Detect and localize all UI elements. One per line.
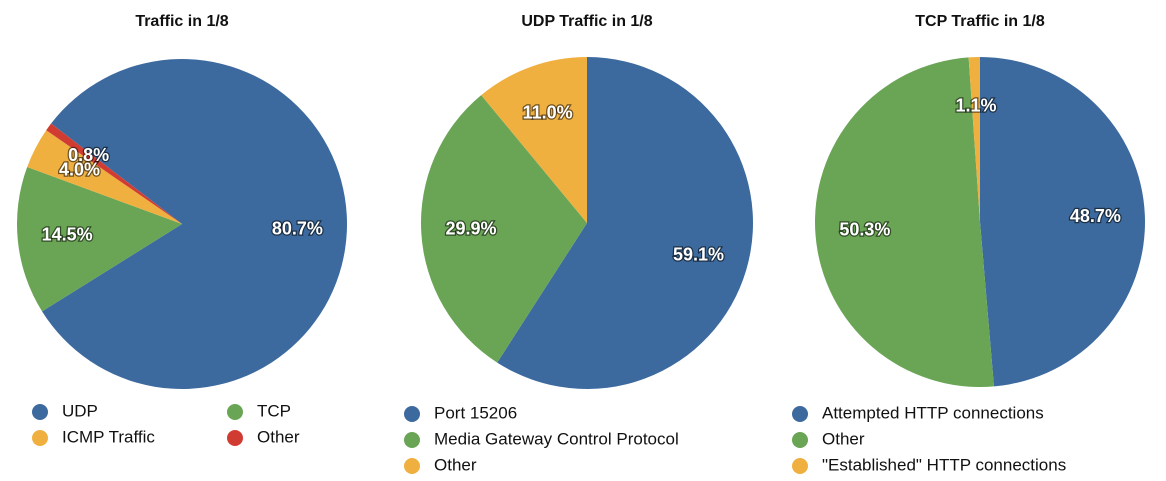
slice-label: 1.1% [955,95,996,115]
pie-slice [481,57,587,223]
legend-swatch [32,430,48,446]
legend-label: ICMP Traffic [62,427,155,446]
legend-label: Media Gateway Control Protocol [434,429,679,448]
slice-label: 59.1% [673,245,724,265]
pie-slice [420,95,587,363]
legend-label: Other [434,455,477,474]
legend-swatch [792,406,808,422]
legend-label: Attempted HTTP connections [822,403,1044,422]
chart-title: Traffic in 1/8 [135,13,228,30]
slice-label: 14.5% [42,225,93,245]
slice-label: 11.0% [523,102,573,122]
legend-label: TCP [257,401,291,420]
legend-swatch [404,458,420,474]
pie-slice [968,57,980,222]
legend-label: UDP [62,401,98,420]
pie-slice [814,57,994,388]
legend-label: "Established" HTTP connections [822,455,1066,474]
slice-label: 4.0% [59,160,100,180]
legend-swatch [227,404,243,420]
pie-slice [42,58,348,390]
pie-slice [16,166,182,312]
legend-label: Other [822,429,865,448]
legend-swatch [404,432,420,448]
pie-slice [27,130,182,224]
legend-swatch [227,430,243,446]
legend-swatch [792,432,808,448]
legend-label: Port 15206 [434,403,517,422]
slice-label: 48.7% [1070,206,1121,226]
legend-label: Other [257,427,300,446]
chart-title: TCP Traffic in 1/8 [915,13,1045,30]
slice-label: 80.7% [272,218,323,238]
pie-slice [46,123,183,224]
pie-slice [497,57,754,390]
chart-title: UDP Traffic in 1/8 [521,13,652,30]
slice-label: 50.3% [839,220,890,240]
slice-label: 0.8% [68,145,109,165]
pie-slice [980,57,1145,387]
legend-swatch [792,458,808,474]
legend-swatch [404,406,420,422]
slice-label: 29.9% [445,219,496,239]
legend-swatch [32,404,48,420]
